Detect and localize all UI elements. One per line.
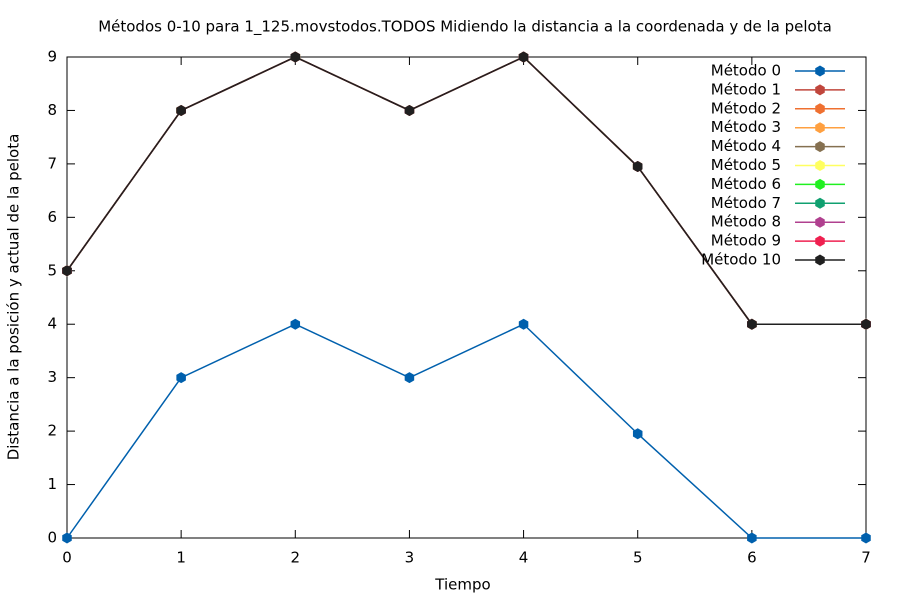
legend-label: Método 5 (711, 156, 781, 174)
x-tick-label: 2 (291, 549, 301, 567)
legend-marker (815, 197, 825, 209)
point (62, 532, 72, 544)
x-tick-label: 0 (62, 549, 72, 567)
legend-marker (815, 103, 825, 115)
y-tick-label: 9 (47, 48, 57, 66)
legend-marker (815, 216, 825, 228)
point (290, 318, 301, 330)
point (747, 318, 757, 330)
point (290, 51, 301, 63)
point (176, 372, 186, 384)
plot-frame (66, 56, 867, 539)
legend-marker (815, 254, 825, 266)
chart-title: Métodos 0-10 para 1_125.movstodos.TODOS … (98, 18, 832, 37)
legend-label: Método 6 (711, 175, 781, 193)
legend-marker (815, 141, 825, 153)
point (518, 51, 529, 63)
point (62, 265, 72, 277)
legend-marker (815, 160, 825, 171)
legend-marker (815, 84, 825, 96)
legend-label: Método 4 (711, 137, 781, 155)
series-line (66, 323, 866, 539)
y-tick-label: 4 (47, 315, 57, 333)
point (861, 532, 871, 544)
legend-marker (815, 235, 825, 247)
point (861, 318, 871, 330)
point (632, 161, 643, 173)
legend-label: Método 7 (711, 194, 781, 212)
point (747, 532, 757, 544)
point (176, 104, 186, 116)
x-axis-label: Tiempo (434, 576, 490, 594)
x-tick-label: 3 (405, 549, 415, 567)
x-tick-label: 7 (861, 549, 871, 567)
legend-marker (815, 178, 825, 190)
series-line (66, 56, 866, 325)
x-tick-label: 5 (633, 549, 643, 567)
point (632, 428, 643, 440)
legend-label: Método 1 (711, 80, 781, 98)
x-tick-label: 4 (519, 549, 529, 567)
point (404, 104, 415, 116)
legend-label: Método 2 (711, 99, 781, 117)
y-tick-label: 6 (47, 208, 57, 226)
y-axis-label: Distancia a la posición y actual de la p… (5, 134, 23, 461)
legend-label: Método 8 (711, 213, 781, 231)
legend-label: Método 9 (711, 232, 781, 250)
y-tick-label: 0 (47, 529, 57, 547)
y-tick-label: 7 (47, 154, 57, 172)
legend-marker (815, 65, 825, 77)
point (518, 318, 529, 330)
y-tick-label: 2 (47, 422, 57, 440)
legend-marker (815, 122, 825, 134)
x-tick-label: 1 (176, 549, 186, 567)
y-tick-label: 8 (47, 101, 57, 119)
legend-label: Método 10 (701, 251, 781, 269)
legend-label: Método 3 (711, 118, 781, 136)
y-tick-label: 5 (47, 261, 57, 279)
legend-label: Método 0 (711, 62, 781, 80)
x-tick-label: 6 (747, 549, 757, 567)
y-tick-label: 1 (47, 475, 57, 493)
point (404, 372, 415, 384)
y-tick-label: 3 (47, 368, 57, 386)
